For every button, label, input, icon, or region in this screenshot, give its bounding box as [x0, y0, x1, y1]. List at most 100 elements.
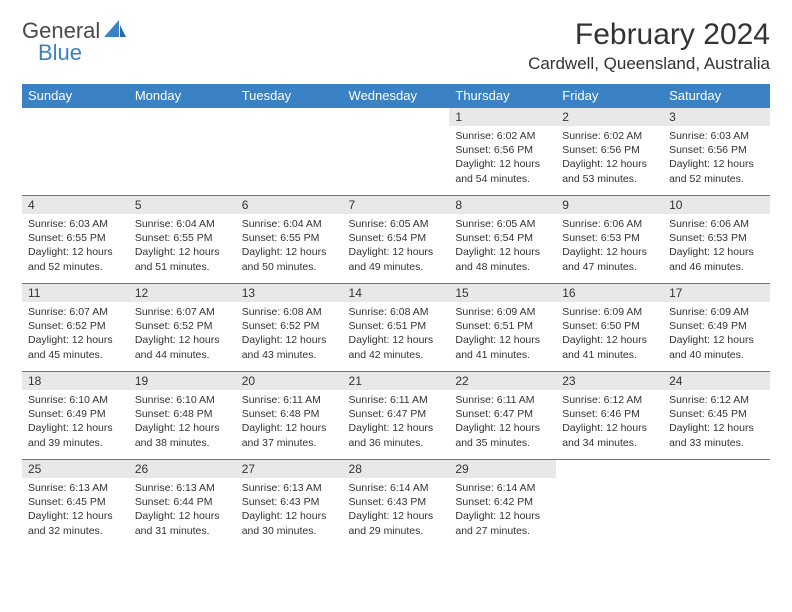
col-thursday: Thursday [449, 84, 556, 108]
day-line: Sunset: 6:52 PM [242, 319, 337, 333]
day-line: and 34 minutes. [562, 436, 657, 450]
day-line: Sunrise: 6:10 AM [135, 393, 230, 407]
day-line: and 51 minutes. [135, 260, 230, 274]
day-cell: 7Sunrise: 6:05 AMSunset: 6:54 PMDaylight… [343, 196, 450, 284]
day-line: Sunrise: 6:06 AM [562, 217, 657, 231]
day-data: Sunrise: 6:12 AMSunset: 6:45 PMDaylight:… [663, 390, 770, 454]
day-line: Sunrise: 6:11 AM [349, 393, 444, 407]
day-line: Daylight: 12 hours [135, 509, 230, 523]
day-line: Daylight: 12 hours [135, 245, 230, 259]
day-cell: 9Sunrise: 6:06 AMSunset: 6:53 PMDaylight… [556, 196, 663, 284]
day-cell: 22Sunrise: 6:11 AMSunset: 6:47 PMDayligh… [449, 372, 556, 460]
day-line: Sunset: 6:53 PM [669, 231, 764, 245]
day-number: 20 [236, 372, 343, 390]
day-line: Sunrise: 6:06 AM [669, 217, 764, 231]
day-data [663, 464, 770, 471]
day-line: Sunset: 6:53 PM [562, 231, 657, 245]
day-number: 29 [449, 460, 556, 478]
day-cell: 3Sunrise: 6:03 AMSunset: 6:56 PMDaylight… [663, 108, 770, 196]
day-line: Daylight: 12 hours [562, 157, 657, 171]
day-data [129, 112, 236, 119]
logo-sail-icon [104, 20, 126, 43]
day-line: Sunset: 6:43 PM [349, 495, 444, 509]
calendar-head: Sunday Monday Tuesday Wednesday Thursday… [22, 84, 770, 108]
day-number: 8 [449, 196, 556, 214]
day-line: Sunrise: 6:09 AM [669, 305, 764, 319]
day-line: and 36 minutes. [349, 436, 444, 450]
day-cell: 10Sunrise: 6:06 AMSunset: 6:53 PMDayligh… [663, 196, 770, 284]
day-cell: 1Sunrise: 6:02 AMSunset: 6:56 PMDaylight… [449, 108, 556, 196]
day-cell: 12Sunrise: 6:07 AMSunset: 6:52 PMDayligh… [129, 284, 236, 372]
day-cell: 6Sunrise: 6:04 AMSunset: 6:55 PMDaylight… [236, 196, 343, 284]
calendar-table: Sunday Monday Tuesday Wednesday Thursday… [22, 84, 770, 548]
day-data [22, 112, 129, 119]
location: Cardwell, Queensland, Australia [528, 54, 770, 74]
day-number: 17 [663, 284, 770, 302]
day-line: Sunset: 6:48 PM [135, 407, 230, 421]
day-line: and 48 minutes. [455, 260, 550, 274]
day-data: Sunrise: 6:03 AMSunset: 6:56 PMDaylight:… [663, 126, 770, 190]
day-number: 21 [343, 372, 450, 390]
day-cell: 8Sunrise: 6:05 AMSunset: 6:54 PMDaylight… [449, 196, 556, 284]
day-number: 4 [22, 196, 129, 214]
day-data: Sunrise: 6:11 AMSunset: 6:47 PMDaylight:… [343, 390, 450, 454]
day-cell: 17Sunrise: 6:09 AMSunset: 6:49 PMDayligh… [663, 284, 770, 372]
day-line: Sunset: 6:54 PM [349, 231, 444, 245]
day-line: and 30 minutes. [242, 524, 337, 538]
day-data: Sunrise: 6:07 AMSunset: 6:52 PMDaylight:… [129, 302, 236, 366]
day-line: Sunrise: 6:08 AM [349, 305, 444, 319]
day-line: Sunset: 6:49 PM [669, 319, 764, 333]
day-line: Daylight: 12 hours [562, 245, 657, 259]
day-line: Daylight: 12 hours [28, 421, 123, 435]
day-data: Sunrise: 6:08 AMSunset: 6:51 PMDaylight:… [343, 302, 450, 366]
day-line: Daylight: 12 hours [28, 245, 123, 259]
day-line: Daylight: 12 hours [669, 421, 764, 435]
day-line: Sunset: 6:47 PM [455, 407, 550, 421]
header: General February 2024 Cardwell, Queensla… [22, 18, 770, 74]
day-number: 1 [449, 108, 556, 126]
day-line: Sunrise: 6:13 AM [135, 481, 230, 495]
day-cell: 15Sunrise: 6:09 AMSunset: 6:51 PMDayligh… [449, 284, 556, 372]
day-line: and 41 minutes. [562, 348, 657, 362]
day-cell: 16Sunrise: 6:09 AMSunset: 6:50 PMDayligh… [556, 284, 663, 372]
day-line: Sunrise: 6:12 AM [669, 393, 764, 407]
day-line: Sunset: 6:43 PM [242, 495, 337, 509]
day-line: Sunrise: 6:05 AM [349, 217, 444, 231]
day-number: 10 [663, 196, 770, 214]
day-cell [343, 108, 450, 196]
day-cell: 24Sunrise: 6:12 AMSunset: 6:45 PMDayligh… [663, 372, 770, 460]
day-line: Daylight: 12 hours [455, 245, 550, 259]
day-line: Daylight: 12 hours [242, 245, 337, 259]
day-cell: 21Sunrise: 6:11 AMSunset: 6:47 PMDayligh… [343, 372, 450, 460]
day-number: 15 [449, 284, 556, 302]
day-number: 23 [556, 372, 663, 390]
day-line: Daylight: 12 hours [562, 421, 657, 435]
col-monday: Monday [129, 84, 236, 108]
day-data: Sunrise: 6:13 AMSunset: 6:44 PMDaylight:… [129, 478, 236, 542]
col-friday: Friday [556, 84, 663, 108]
day-line: Sunset: 6:51 PM [349, 319, 444, 333]
day-line: Sunrise: 6:04 AM [135, 217, 230, 231]
day-line: Sunrise: 6:02 AM [562, 129, 657, 143]
day-line: Sunset: 6:52 PM [28, 319, 123, 333]
day-data: Sunrise: 6:14 AMSunset: 6:42 PMDaylight:… [449, 478, 556, 542]
day-line: Sunset: 6:56 PM [562, 143, 657, 157]
day-number: 26 [129, 460, 236, 478]
day-data: Sunrise: 6:10 AMSunset: 6:49 PMDaylight:… [22, 390, 129, 454]
day-line: Daylight: 12 hours [455, 509, 550, 523]
day-number: 18 [22, 372, 129, 390]
day-line: Daylight: 12 hours [28, 509, 123, 523]
day-line: Sunrise: 6:02 AM [455, 129, 550, 143]
day-line: and 42 minutes. [349, 348, 444, 362]
day-cell [22, 108, 129, 196]
day-line: Sunrise: 6:07 AM [135, 305, 230, 319]
day-line: Sunset: 6:48 PM [242, 407, 337, 421]
day-line: and 45 minutes. [28, 348, 123, 362]
col-tuesday: Tuesday [236, 84, 343, 108]
day-line: Sunset: 6:44 PM [135, 495, 230, 509]
day-cell: 26Sunrise: 6:13 AMSunset: 6:44 PMDayligh… [129, 460, 236, 548]
day-line: Daylight: 12 hours [349, 509, 444, 523]
day-line: Sunset: 6:50 PM [562, 319, 657, 333]
day-number: 5 [129, 196, 236, 214]
day-line: Sunrise: 6:12 AM [562, 393, 657, 407]
